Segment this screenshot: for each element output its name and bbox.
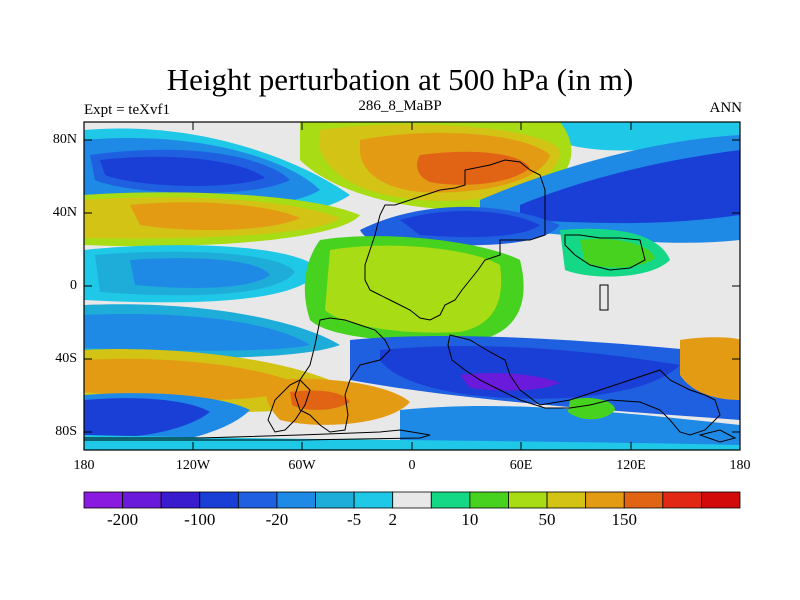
colorbar-swatch (199, 491, 239, 509)
lon-label-120w: 120W (175, 458, 211, 473)
colorbar-swatch (508, 491, 548, 509)
lon-label-180e: 180 (729, 458, 751, 473)
lon-label-120e: 120E (616, 458, 646, 473)
lat-label-40s: 40S (55, 351, 77, 366)
colorbar-swatch (353, 491, 394, 509)
colorbar-swatch (701, 491, 741, 509)
annual-label: ANN (709, 100, 743, 116)
colorbar-swatch (623, 491, 664, 509)
lon-label-180w: 180 (73, 458, 95, 473)
colorbar-swatch (160, 491, 201, 509)
colorbar-swatch (122, 491, 162, 509)
colorbar-label: -200 (106, 510, 139, 529)
colorbar-swatch (469, 491, 509, 509)
colorbar-swatch (430, 491, 471, 509)
experiment-label: Expt = teXvf1 (84, 102, 170, 118)
colorbar-swatch (585, 491, 625, 509)
colorbar-swatch (392, 491, 432, 509)
colorbar-swatch (276, 491, 316, 509)
colorbar-swatch (83, 491, 123, 509)
colorbar-label: 2 (388, 510, 397, 529)
colorbar-label: -100 (184, 510, 216, 529)
colorbar-label: 150 (611, 510, 637, 529)
colorbar-label: -20 (265, 510, 289, 529)
lon-label-60w: 60W (288, 458, 316, 473)
colorbar (83, 491, 741, 509)
colorbar-swatch (662, 491, 702, 509)
lat-label-40n: 40N (52, 205, 77, 220)
period-label: 286_8_MaBP (358, 98, 442, 114)
lon-label-0: 0 (408, 458, 416, 473)
lon-label-60e: 60E (509, 458, 533, 473)
map-title: Height perturbation at 500 hPa (in m) (166, 62, 634, 97)
colorbar-label: -5 (347, 510, 362, 529)
colorbar-label: 50 (538, 510, 556, 529)
axis-ticks (84, 122, 740, 450)
colorbar-swatch (546, 491, 587, 509)
lat-label-80n: 80N (52, 132, 77, 147)
colorbar-label: 10 (461, 510, 479, 529)
lat-label-80s: 80S (55, 424, 77, 439)
colorbar-swatch (315, 491, 355, 509)
coastline (84, 159, 737, 443)
colorbar-swatch (237, 491, 278, 509)
lat-label-0: 0 (70, 278, 77, 293)
contour-field (84, 122, 740, 450)
